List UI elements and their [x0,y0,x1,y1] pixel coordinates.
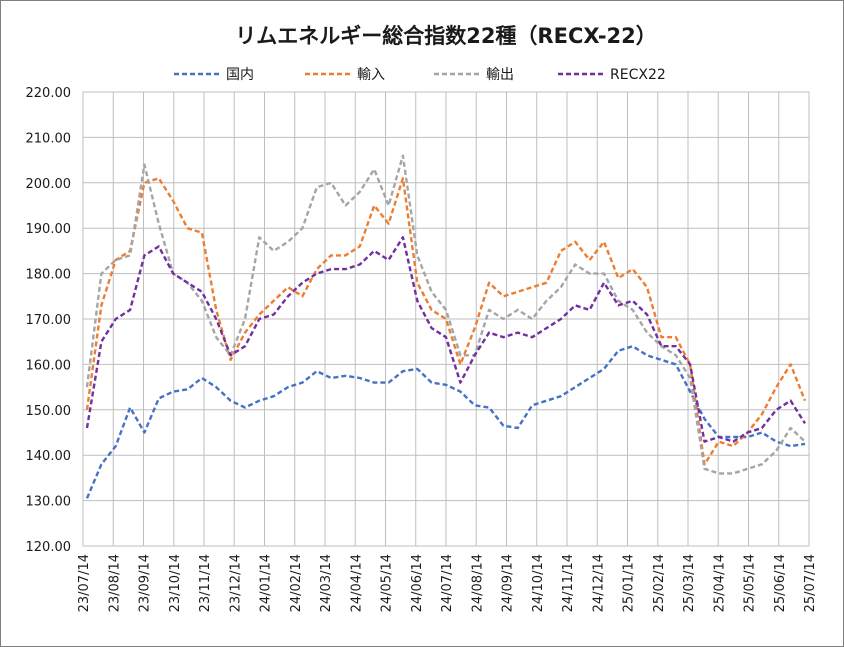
series-line-3 [85,236,807,443]
x-tick-label: 23/09/14 [138,554,153,612]
x-axis: 23/07/14 23/08/14 23/09/14 23/10/14 23/11/14… [77,554,818,612]
y-tick-label: 210.00 [26,131,72,146]
x-tick-label: 25/02/14 [652,554,667,612]
legend-label-0: 国内 [226,67,254,83]
x-tick-label: 23/07/14 [77,554,92,612]
gridlines [82,91,810,547]
series-line-2 [85,154,806,475]
y-tick-label: 220.00 [26,86,72,101]
x-tick-label: 23/12/14 [228,554,243,612]
x-tick-label: 24/09/14 [501,554,516,612]
series-line-0 [85,345,806,499]
x-tick-label: 23/08/14 [107,554,122,612]
legend-label-1: 輸入 [357,67,385,83]
x-tick-label: 24/07/14 [440,554,455,612]
legend: 国内 輸入 輸出 RECX22 [174,67,666,83]
x-tick-label: 24/12/14 [591,554,606,612]
y-tick-label: 120.00 [26,540,72,555]
series-group [85,154,807,499]
x-tick-label: 25/04/14 [712,554,727,612]
x-tick-label: 24/02/14 [289,554,304,612]
x-tick-label: 24/08/14 [470,554,485,612]
legend-label-2: 輸出 [486,67,514,83]
legend-label-3: RECX22 [610,67,666,83]
x-tick-label: 25/07/14 [803,554,818,612]
x-tick-label: 25/05/14 [743,554,758,612]
x-tick-label: 25/01/14 [622,554,637,612]
y-tick-label: 160.00 [26,358,72,373]
y-tick-label: 130.00 [26,495,72,510]
x-tick-label: 25/06/14 [773,554,788,612]
series-line-1 [85,177,807,466]
x-tick-label: 24/04/14 [349,554,364,612]
x-tick-label: 24/11/14 [561,554,576,612]
x-tick-label: 24/06/14 [410,554,425,612]
x-tick-label: 25/03/14 [682,554,697,612]
y-tick-label: 200.00 [26,177,72,192]
x-tick-label: 23/10/14 [168,554,183,612]
x-tick-label: 23/11/14 [198,554,213,612]
y-tick-label: 180.00 [26,268,72,283]
y-tick-label: 150.00 [26,404,72,419]
y-tick-label: 190.00 [26,222,72,237]
y-tick-label: 140.00 [26,449,72,464]
y-axis: 220.00 210.00 200.00 190.00 180.00 170.00 160.… [26,86,72,555]
x-tick-label: 24/10/14 [531,554,546,612]
x-tick-label: 24/03/14 [319,554,334,612]
chart-title: リムエネルギー総合指数22種（RECX-22） [235,24,657,48]
x-tick-label: 24/05/14 [380,554,395,612]
y-tick-label: 170.00 [26,313,72,328]
x-tick-label: 24/01/14 [259,554,274,612]
